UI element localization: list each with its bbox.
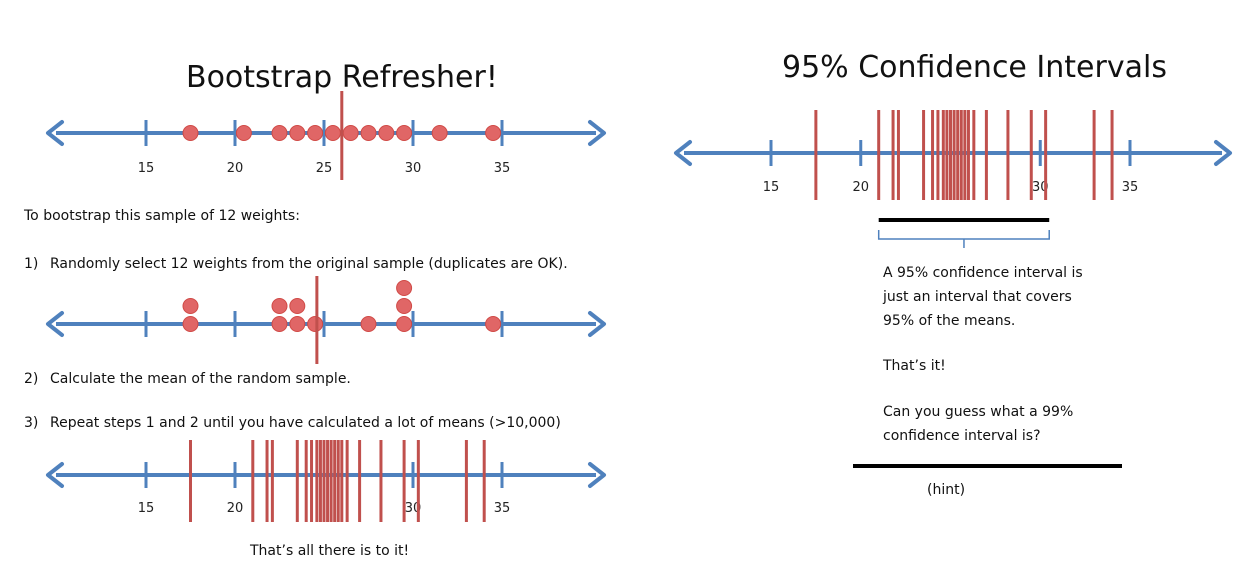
slide-bootstrap-refresher: Bootstrap Refresher! To bootstrap this s… (0, 0, 625, 575)
step-1: 1) Randomly select 12 weights from the or… (24, 256, 568, 272)
step-text: Randomly select 12 weights from the orig… (50, 256, 568, 272)
ci-question-line: confidence interval is? (883, 428, 1041, 444)
ci-description: A 95% confidence interval is just an int… (883, 261, 1083, 333)
number-line-original-sample (0, 0, 625, 575)
step-number: 3) (24, 415, 39, 431)
footer-text: That’s all there is to it! (250, 543, 410, 559)
intro-text: To bootstrap this sample of 12 weights: (24, 208, 300, 224)
step-text: Calculate the mean of the random sample. (50, 371, 351, 387)
step-3: 3) Repeat steps 1 and 2 until you have ca… (24, 415, 561, 431)
step-number: 2) (24, 371, 39, 387)
ci-description-line: just an interval that covers (883, 289, 1072, 305)
step-number: 1) (24, 256, 39, 272)
thats-it-text: That’s it! (883, 358, 946, 374)
hint-text: (hint) (927, 482, 966, 498)
slide-confidence-intervals: 95% Confidence Intervals A 95% confidenc… (625, 0, 1250, 575)
step-text: Repeat steps 1 and 2 until you have calc… (50, 415, 561, 431)
ci-description-line: A 95% confidence interval is (883, 265, 1083, 281)
ci-question-line: Can you guess what a 99% (883, 404, 1074, 420)
slide-title: 95% Confidence Intervals (782, 50, 1167, 85)
ci-question: Can you guess what a 99% confidence inte… (883, 400, 1073, 448)
ci-description-line: 95% of the means. (883, 313, 1016, 329)
step-2: 2) Calculate the mean of the random sampl… (24, 371, 351, 387)
slide-title: Bootstrap Refresher! (186, 60, 498, 95)
